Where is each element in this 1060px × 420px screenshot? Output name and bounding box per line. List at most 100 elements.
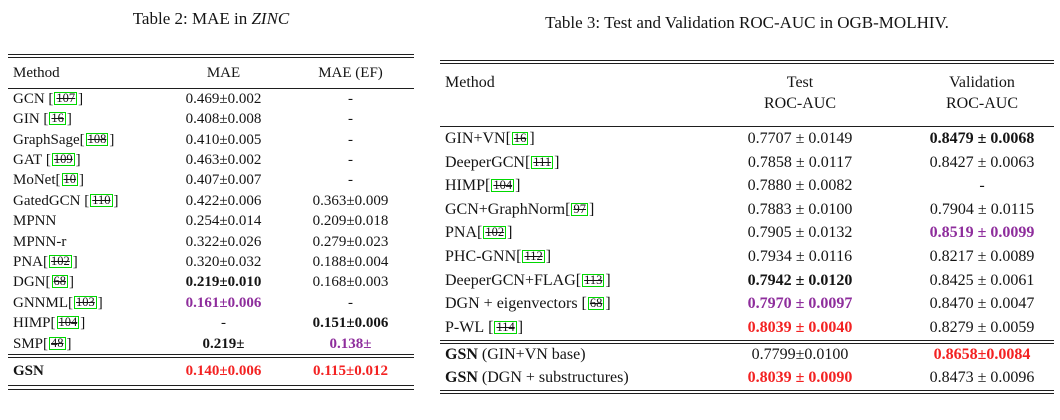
citation-link[interactable]: 16 [511, 130, 529, 145]
citation-link[interactable]: 102 [49, 254, 72, 268]
method-cell: HIMP[104] [13, 315, 86, 332]
citation-link[interactable]: 102 [483, 225, 507, 240]
value-cell: - [348, 131, 353, 148]
value-cell: 0.7904 ± 0.0115 [929, 200, 1035, 218]
value-cell: 0.188±0.004 [312, 254, 389, 270]
citation-link[interactable]: 104 [56, 315, 80, 330]
table2-mid-rule [8, 354, 414, 359]
table-row: PNA[102] 0.7905 ± 0.0132 0.8519 ± 0.0099 [440, 222, 1054, 246]
value-cell: 0.7858 ± 0.0117 [747, 153, 853, 171]
method-name-bold: GSN [445, 346, 478, 364]
table3-top-rule [440, 60, 1054, 65]
table2-header-row: Method MAE MAE (EF) [8, 58, 414, 88]
table3-caption: Table 3: Test and Validation ROC-AUC in … [545, 13, 949, 32]
table-row: GIN+VN[16] 0.7707 ± 0.0149 0.8479 ± 0.0068 [440, 127, 1054, 151]
value-cell: - [348, 90, 353, 107]
citation-link[interactable]: 107 [54, 90, 78, 105]
method-cell: DeeperGCN+FLAG[113] [445, 271, 611, 289]
citation-link[interactable]: 16 [49, 111, 66, 126]
citation-link[interactable]: 114 [494, 319, 517, 334]
value-cell: 0.320±0.032 [185, 254, 262, 270]
table-row: GSN (GIN+VN base) 0.7799±0.0100 0.8658±0.0… [440, 344, 1054, 367]
citation-link[interactable]: 108 [85, 131, 109, 146]
value-cell: 0.7905 ± 0.0132 [747, 224, 853, 242]
value-cell: 0.279±0.023 [312, 233, 389, 250]
value-cell: 0.7934 ± 0.0116 [747, 247, 853, 265]
citation-link[interactable]: 97 [571, 201, 588, 216]
table2-caption-text: Table 2: MAE in [132, 9, 252, 28]
value-cell: - [348, 152, 353, 169]
table-row: GSN (DGN + substructures) 0.8039 ± 0.0090… [440, 367, 1054, 390]
value-cell: 0.422±0.006 [185, 192, 262, 209]
table2-zinc-mae: Table 2: MAE in ZINC Method MAE MAE (EF)… [8, 8, 414, 390]
value-cell: - [348, 294, 353, 311]
value-cell: 0.322±0.026 [185, 233, 262, 250]
method-cell: HIMP[104] [445, 177, 521, 195]
method-cell: PNA[102] [445, 224, 513, 242]
table-row: SMP[48] 0.219± 0.138± [8, 334, 414, 354]
table3-molhiv-rocauc: Table 3: Test and Validation ROC-AUC in … [440, 12, 1054, 394]
value-cell: 0.168±0.003 [312, 274, 389, 291]
table-row: GNNML[103] 0.161±0.006 - [8, 293, 414, 313]
value-cell: - [221, 315, 226, 332]
citation-link[interactable]: 68 [587, 296, 605, 311]
method-cell: SMP[48] [13, 335, 72, 352]
value-cell: 0.407±0.007 [185, 172, 262, 189]
method-cell: GraphSage[108] [13, 131, 115, 148]
method-cell: PNA[102] [13, 254, 78, 270]
table-row: MPNN 0.254±0.014 0.209±0.018 [8, 212, 414, 232]
method-cell: DGN + eigenvectors [68] [445, 295, 611, 313]
method-cell: GSN [8, 363, 160, 380]
value-cell: 0.138± [329, 335, 372, 352]
column-header-mae: MAE [206, 64, 241, 81]
table-row: P-WL [114] 0.8039 ± 0.0040 0.8279 ± 0.0059 [440, 316, 1054, 340]
value-cell: 0.7880 ± 0.0082 [747, 177, 853, 195]
table-row: GatedGCN [110] 0.422±0.006 0.363±0.009 [8, 191, 414, 211]
value-cell: 0.219±0.010 [185, 274, 262, 291]
table-row: PNA[102] 0.320±0.032 0.188±0.004 [8, 252, 414, 272]
table-row: DGN[68] 0.219±0.010 0.168±0.003 [8, 273, 414, 293]
table3-bottom-rule [440, 389, 1054, 394]
table-row: GCN+GraphNorm[97] 0.7883 ± 0.0100 0.7904 ±… [440, 198, 1054, 222]
table3-mid-rule [440, 339, 1054, 344]
table-row: HIMP[104] - 0.151±0.006 [8, 313, 414, 333]
citation-link[interactable]: 68 [51, 274, 68, 289]
citation-link[interactable]: 104 [491, 178, 515, 193]
citation-link[interactable]: 48 [49, 335, 66, 350]
table2-footer: GSN 0.140±0.006 0.115±0.012 [8, 358, 414, 385]
citation-link[interactable]: 110 [90, 192, 113, 207]
value-cell: - [348, 111, 353, 128]
table-row: GraphSage[108] 0.410±0.005 - [8, 130, 414, 150]
value-cell: 0.8519 ± 0.0099 [929, 224, 1035, 242]
value-cell: 0.7942 ± 0.0120 [747, 271, 853, 289]
citation-link[interactable]: 109 [51, 152, 75, 167]
value-cell: 0.219± [202, 335, 245, 352]
method-cell: DGN[68] [13, 274, 74, 291]
citation-link[interactable]: 113 [582, 272, 605, 287]
table3-header-row: Method Test ROC-AUC Validation ROC-AUC [440, 64, 1054, 126]
citation-link[interactable]: 112 [522, 248, 545, 263]
value-cell: 0.140±0.006 [185, 363, 262, 380]
value-cell: 0.8427 ± 0.0063 [929, 153, 1035, 171]
citation-link[interactable]: 111 [531, 154, 554, 169]
table-row: MPNN-r 0.322±0.026 0.279±0.023 [8, 232, 414, 252]
citation-link[interactable]: 10 [61, 172, 78, 187]
method-cell: GIN+VN[16] [445, 129, 535, 147]
method-cell: GCN+GraphNorm[97] [445, 200, 595, 218]
method-cell: MPNN [13, 213, 57, 230]
column-header-method: Method [13, 64, 60, 81]
value-cell: 0.8425 ± 0.0061 [929, 271, 1035, 289]
method-cell: GCN [107] [13, 90, 84, 107]
value-cell: 0.254±0.014 [185, 213, 262, 230]
value-cell: 0.408±0.008 [185, 111, 262, 128]
method-name-bold: GSN [13, 363, 44, 380]
value-cell: 0.7707 ± 0.0149 [747, 129, 853, 147]
citation-link[interactable]: 103 [74, 294, 97, 309]
table-row: GCN [107] 0.469±0.002 - [8, 89, 414, 109]
method-cell: MPNN-r [13, 233, 67, 250]
table-row: DGN + eigenvectors [68] 0.7970 ± 0.0097 0.… [440, 292, 1054, 316]
value-cell: 0.410±0.005 [185, 131, 262, 148]
method-cell: GAT [109] [13, 152, 81, 169]
method-cell: GSN (GIN+VN base) [445, 346, 586, 364]
